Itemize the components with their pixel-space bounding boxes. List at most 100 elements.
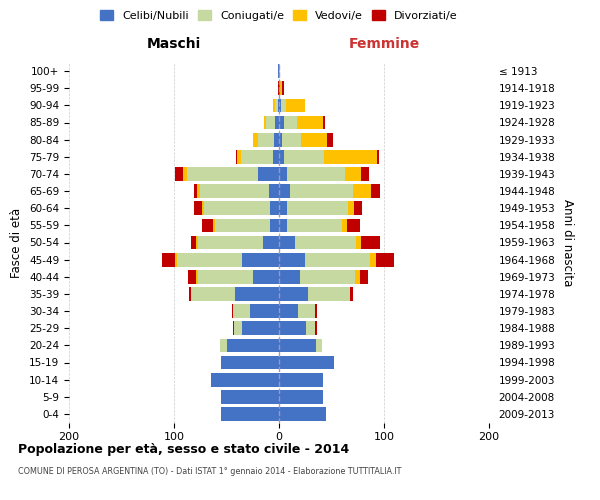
Bar [295,236,356,250]
Bar [232,304,233,318]
Bar [279,167,287,181]
Bar [220,338,227,352]
Bar [279,407,326,421]
Bar [279,98,281,112]
Bar [227,338,279,352]
Bar [370,253,376,266]
Bar [308,287,350,301]
Bar [242,322,279,335]
Bar [188,270,196,283]
Bar [197,184,200,198]
Bar [279,184,290,198]
Bar [353,202,362,215]
Bar [211,373,279,386]
Bar [323,116,325,130]
Bar [253,270,279,283]
Bar [272,150,279,164]
Y-axis label: Anni di nascita: Anni di nascita [560,199,574,286]
Legend: Celibi/Nubili, Coniugati/e, Vedovi/e, Divorziati/e: Celibi/Nubili, Coniugati/e, Vedovi/e, Di… [96,6,462,25]
Bar [258,167,279,181]
Bar [361,236,380,250]
Bar [314,322,317,335]
Bar [279,304,298,318]
Bar [355,270,360,283]
Bar [371,184,380,198]
Bar [202,218,213,232]
Bar [314,304,317,318]
Bar [282,133,301,146]
Bar [279,338,316,352]
Bar [175,253,177,266]
Bar [184,167,187,181]
Bar [316,338,322,352]
Bar [191,287,235,301]
Bar [279,287,308,301]
Bar [279,253,305,266]
Bar [234,322,242,335]
Bar [250,304,279,318]
Bar [361,167,369,181]
Bar [233,322,234,335]
Bar [237,150,241,164]
Bar [284,150,324,164]
Bar [347,218,360,232]
Bar [305,253,370,266]
Bar [278,98,279,112]
Bar [350,287,353,301]
Bar [279,270,300,283]
Bar [301,133,328,146]
Bar [189,287,191,301]
Bar [278,82,279,95]
Bar [200,184,269,198]
Bar [253,133,258,146]
Bar [342,218,347,232]
Bar [290,184,353,198]
Bar [281,98,286,112]
Bar [241,150,272,164]
Bar [194,202,202,215]
Bar [221,356,279,370]
Bar [198,236,263,250]
Bar [377,150,379,164]
Bar [360,270,368,283]
Bar [233,304,250,318]
Bar [196,270,198,283]
Bar [279,236,295,250]
Bar [279,373,323,386]
Bar [287,218,342,232]
Bar [279,133,282,146]
Bar [194,184,197,198]
Bar [279,322,307,335]
Bar [287,167,345,181]
Bar [221,390,279,404]
Bar [279,390,323,404]
Bar [353,184,371,198]
Bar [279,202,287,215]
Bar [198,270,253,283]
Bar [215,218,269,232]
Bar [177,253,242,266]
Bar [187,167,258,181]
Bar [286,98,305,112]
Bar [205,202,269,215]
Bar [242,253,279,266]
Bar [282,82,284,95]
Bar [221,407,279,421]
Bar [264,116,266,130]
Bar [376,253,395,266]
Bar [272,98,275,112]
Bar [307,322,314,335]
Bar [279,218,287,232]
Bar [300,270,355,283]
Bar [356,236,361,250]
Text: COMUNE DI PEROSA ARGENTINA (TO) - Dati ISTAT 1° gennaio 2014 - Elaborazione TUTT: COMUNE DI PEROSA ARGENTINA (TO) - Dati I… [18,468,401,476]
Bar [263,236,279,250]
Bar [191,236,196,250]
Text: Maschi: Maschi [147,36,201,51]
Bar [235,287,279,301]
Bar [345,167,361,181]
Bar [284,116,297,130]
Bar [266,116,275,130]
Bar [258,133,274,146]
Bar [348,202,353,215]
